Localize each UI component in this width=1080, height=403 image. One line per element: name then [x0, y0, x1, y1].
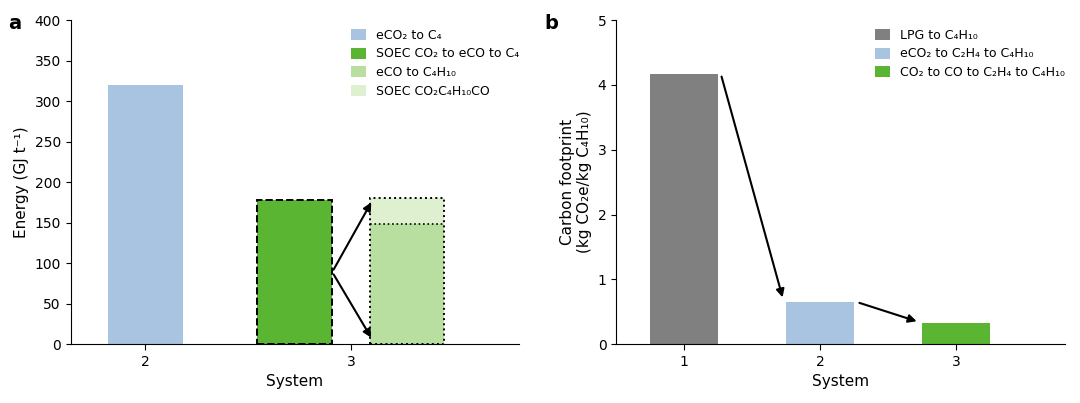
Bar	[369, 224, 444, 344]
X-axis label: System: System	[812, 374, 869, 389]
Legend: LPG to C₄H₁₀, eCO₂ to C₂H₄ to C₄H₁₀, CO₂ to CO to C₂H₄ to C₄H₁₀: LPG to C₄H₁₀, eCO₂ to C₂H₄ to C₄H₁₀, CO₂…	[873, 26, 1067, 81]
Y-axis label: Carbon footprint
(kg CO₂e/kg C₄H₁₀): Carbon footprint (kg CO₂e/kg C₄H₁₀)	[559, 111, 592, 253]
Bar	[369, 198, 444, 224]
Bar	[257, 200, 333, 344]
Text: b: b	[544, 14, 558, 33]
X-axis label: System: System	[267, 374, 323, 389]
Bar	[108, 85, 183, 344]
Bar	[257, 200, 333, 344]
Bar	[922, 323, 990, 344]
Bar	[786, 302, 854, 344]
Bar	[650, 74, 718, 344]
Y-axis label: Energy (GJ t⁻¹): Energy (GJ t⁻¹)	[14, 126, 29, 238]
Bar	[369, 198, 444, 344]
Text: a: a	[8, 14, 21, 33]
Legend: eCO₂ to C₄, SOEC CO₂ to eCO to C₄, eCO to C₄H₁₀, SOEC CO₂C₄H₁₀CO: eCO₂ to C₄, SOEC CO₂ to eCO to C₄, eCO t…	[349, 26, 522, 100]
